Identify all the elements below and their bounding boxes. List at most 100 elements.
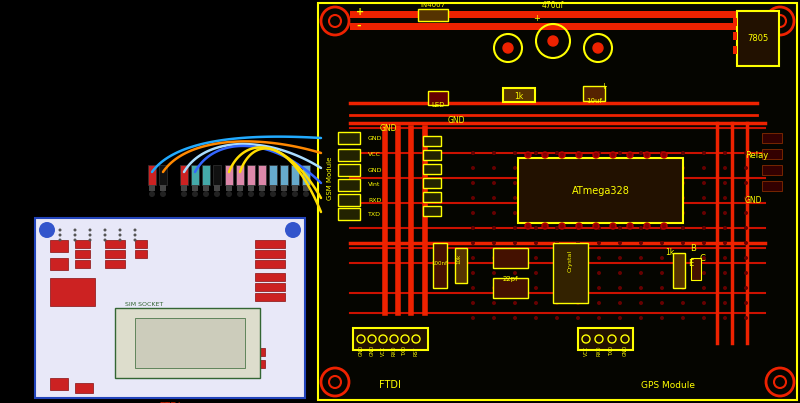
- Circle shape: [702, 316, 706, 320]
- Circle shape: [492, 256, 496, 260]
- Circle shape: [270, 191, 276, 197]
- Bar: [191, 165, 199, 185]
- Bar: [762, 133, 782, 143]
- Circle shape: [534, 241, 538, 245]
- Text: Vint: Vint: [368, 183, 380, 187]
- Text: RXD: RXD: [597, 345, 602, 356]
- Circle shape: [597, 166, 601, 170]
- Circle shape: [534, 151, 538, 155]
- Circle shape: [702, 226, 706, 230]
- Bar: [135, 250, 147, 258]
- Circle shape: [723, 181, 727, 185]
- Circle shape: [259, 191, 265, 197]
- Circle shape: [576, 316, 580, 320]
- Circle shape: [639, 256, 643, 260]
- Text: 22pf: 22pf: [502, 276, 518, 282]
- Text: FTDI: FTDI: [379, 380, 401, 390]
- Circle shape: [660, 181, 664, 185]
- Bar: [115, 308, 260, 378]
- Circle shape: [702, 301, 706, 305]
- Circle shape: [744, 211, 748, 215]
- Circle shape: [639, 211, 643, 215]
- Circle shape: [723, 271, 727, 275]
- Bar: [270, 185, 276, 191]
- Circle shape: [702, 271, 706, 275]
- Text: TXD: TXD: [610, 346, 614, 356]
- Circle shape: [103, 239, 106, 241]
- Circle shape: [559, 152, 565, 158]
- Circle shape: [618, 286, 622, 290]
- Circle shape: [471, 166, 475, 170]
- Text: GND: GND: [368, 168, 382, 172]
- Circle shape: [774, 376, 786, 388]
- Bar: [423, 178, 441, 188]
- Bar: [105, 240, 125, 248]
- Circle shape: [744, 316, 748, 320]
- Circle shape: [723, 151, 727, 155]
- Circle shape: [702, 256, 706, 260]
- Circle shape: [492, 316, 496, 320]
- Circle shape: [639, 316, 643, 320]
- Circle shape: [661, 223, 667, 229]
- Bar: [350, 23, 764, 30]
- Circle shape: [639, 181, 643, 185]
- Circle shape: [74, 229, 77, 231]
- Circle shape: [681, 241, 685, 245]
- Bar: [280, 165, 288, 185]
- Circle shape: [525, 223, 531, 229]
- Bar: [493, 248, 528, 268]
- Circle shape: [681, 256, 685, 260]
- Circle shape: [597, 181, 601, 185]
- Bar: [237, 185, 243, 191]
- Bar: [302, 165, 310, 185]
- Bar: [105, 250, 125, 258]
- Circle shape: [281, 191, 287, 197]
- Bar: [75, 240, 90, 248]
- Circle shape: [576, 152, 582, 158]
- Circle shape: [618, 256, 622, 260]
- Bar: [433, 243, 447, 288]
- Circle shape: [492, 181, 496, 185]
- Circle shape: [639, 226, 643, 230]
- Circle shape: [542, 152, 548, 158]
- Circle shape: [513, 151, 517, 155]
- Circle shape: [471, 211, 475, 215]
- Circle shape: [513, 211, 517, 215]
- Circle shape: [660, 256, 664, 260]
- Bar: [159, 165, 167, 185]
- Circle shape: [555, 286, 559, 290]
- Circle shape: [492, 151, 496, 155]
- Bar: [423, 206, 441, 216]
- Circle shape: [576, 286, 580, 290]
- Bar: [245, 360, 265, 368]
- Bar: [423, 136, 441, 146]
- Circle shape: [321, 368, 349, 396]
- Circle shape: [744, 301, 748, 305]
- Circle shape: [513, 301, 517, 305]
- Bar: [423, 164, 441, 174]
- Circle shape: [639, 151, 643, 155]
- Circle shape: [702, 151, 706, 155]
- Bar: [259, 185, 265, 191]
- Circle shape: [534, 286, 538, 290]
- Circle shape: [597, 271, 601, 275]
- Bar: [50, 378, 68, 390]
- Circle shape: [39, 222, 55, 238]
- Circle shape: [555, 241, 559, 245]
- Circle shape: [627, 152, 633, 158]
- Circle shape: [555, 166, 559, 170]
- Circle shape: [660, 316, 664, 320]
- Text: FTDI: FTDI: [159, 402, 181, 403]
- Circle shape: [597, 241, 601, 245]
- Circle shape: [471, 316, 475, 320]
- Bar: [338, 194, 360, 206]
- Bar: [255, 260, 285, 268]
- Text: IN4007: IN4007: [421, 2, 446, 8]
- Circle shape: [610, 223, 616, 229]
- Bar: [258, 165, 266, 185]
- Text: Crystal: Crystal: [567, 250, 573, 272]
- Text: 7805: 7805: [747, 34, 769, 43]
- Text: GND: GND: [448, 116, 466, 125]
- Circle shape: [181, 191, 187, 197]
- Bar: [105, 260, 125, 268]
